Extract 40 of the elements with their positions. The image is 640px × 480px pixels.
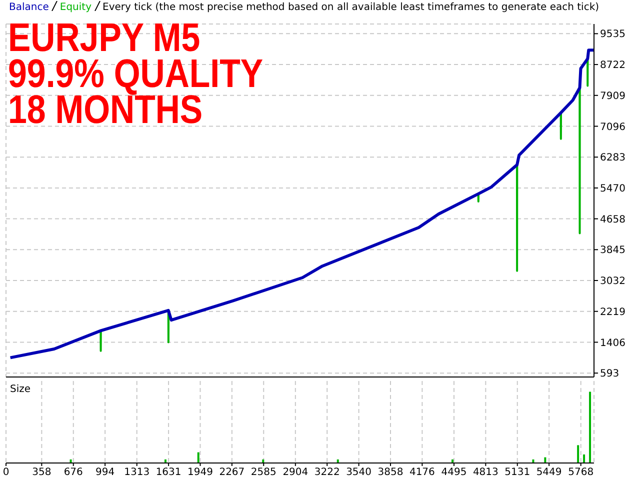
y-tick-label: 9535 bbox=[600, 29, 626, 40]
bar bbox=[589, 392, 592, 463]
y-tick-label: 2219 bbox=[600, 306, 626, 318]
text: Balance bbox=[9, 2, 49, 13]
text: Equity bbox=[60, 2, 92, 13]
x-tick-label: 4495 bbox=[441, 467, 467, 478]
chart-title: Size bbox=[10, 384, 31, 395]
x-tick-label: 3222 bbox=[314, 467, 340, 478]
y-tick-label: 4658 bbox=[600, 214, 626, 226]
x-tick-label: 1949 bbox=[188, 467, 213, 478]
x-tick-label: 2267 bbox=[219, 467, 245, 478]
x-tick-label: 994 bbox=[96, 467, 115, 478]
y-tick-label: 7909 bbox=[600, 90, 626, 102]
x-tick-label: 5131 bbox=[504, 467, 530, 478]
bar bbox=[583, 454, 586, 463]
x-tick-label: 676 bbox=[64, 467, 83, 478]
x-tick-label: 358 bbox=[32, 467, 52, 478]
y-tick-label: 1406 bbox=[600, 338, 626, 349]
x-tick-label: 0 bbox=[2, 467, 10, 478]
x-tick-label: 1313 bbox=[124, 467, 150, 478]
x-tick-label: 3858 bbox=[378, 467, 404, 478]
x-tick-label: 2585 bbox=[250, 467, 276, 478]
x-tick-label: 5768 bbox=[568, 467, 594, 478]
bar bbox=[577, 445, 580, 463]
y-tick-label: 7096 bbox=[600, 122, 626, 133]
x-tick-label: 1631 bbox=[156, 467, 182, 478]
x-tick-label: 3540 bbox=[346, 467, 372, 478]
x-tick-label: 2904 bbox=[282, 467, 308, 478]
annotation: EURJPY M5 bbox=[8, 16, 200, 60]
y-tick-label: 5470 bbox=[600, 184, 626, 195]
chart-title: Every tick (the most precise method based on all available least timeframes to generate each tick) bbox=[102, 2, 600, 13]
y-tick-label: 6283 bbox=[600, 152, 626, 164]
bar bbox=[197, 452, 200, 463]
y-tick-label: 3845 bbox=[600, 245, 626, 256]
y-tick-label: 8722 bbox=[600, 60, 626, 72]
x-tick-label: 4813 bbox=[472, 467, 498, 478]
x-tick-label: 4176 bbox=[409, 467, 435, 478]
y-tick-label: 593 bbox=[600, 368, 620, 380]
y-tick-label: 3032 bbox=[600, 276, 626, 288]
x-tick-label: 5449 bbox=[536, 467, 562, 478]
